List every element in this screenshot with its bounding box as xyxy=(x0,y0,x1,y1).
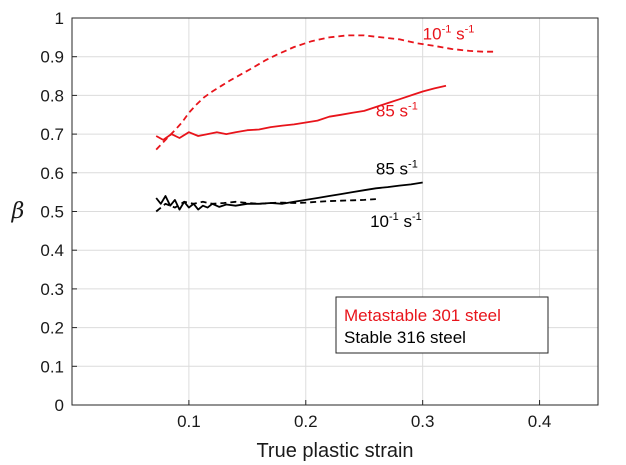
series-group xyxy=(155,34,496,213)
legend-entry-stable: Stable 316 steel xyxy=(344,328,466,347)
x-tick-label: 0.1 xyxy=(177,412,201,431)
y-tick-label: 0.6 xyxy=(40,164,64,183)
x-tick-labels: 0.1 0.2 0.3 0.4 xyxy=(177,412,551,431)
annotation-3: 10-1 s-1 xyxy=(370,211,422,231)
y-tick-label: 0.8 xyxy=(40,86,64,105)
y-tick-label: 0 xyxy=(55,396,64,415)
legend-box xyxy=(335,296,549,354)
x-tick-label: 0.3 xyxy=(411,412,435,431)
series-line-0 xyxy=(155,34,496,151)
y-axis-title: β xyxy=(11,199,25,224)
y-tick-label: 0.1 xyxy=(40,357,64,376)
series-line-1 xyxy=(155,84,447,141)
legend: Metastable 301 steel Stable 316 steel xyxy=(335,296,549,354)
x-tick-label: 0.2 xyxy=(294,412,318,431)
annotation-1: 85 s-1 xyxy=(376,101,418,121)
y-tick-label: 0.2 xyxy=(40,319,64,338)
y-tick-label: 0.7 xyxy=(40,125,64,144)
tick-marks xyxy=(72,17,541,406)
y-tick-label: 0.9 xyxy=(40,48,64,67)
annotation-2: 85 s-1 xyxy=(376,159,418,179)
x-tick-label: 0.4 xyxy=(528,412,552,431)
annotation-0: 10-1 s-1 xyxy=(423,23,475,43)
grid xyxy=(72,18,598,405)
series-line-2 xyxy=(155,181,423,211)
y-tick-label: 0.5 xyxy=(40,203,64,222)
annotations: 10-1 s-1 85 s-1 85 s-1 10-1 s-1 xyxy=(370,23,474,231)
y-tick-label: 0.3 xyxy=(40,280,64,299)
y-tick-label: 1 xyxy=(55,9,64,28)
legend-entry-metastable: Metastable 301 steel xyxy=(344,306,501,325)
y-tick-label: 0.4 xyxy=(40,241,64,260)
y-tick-labels: 0 0.1 0.2 0.3 0.4 0.5 0.6 0.7 0.8 0.9 1 xyxy=(40,9,64,415)
x-axis-title: True plastic strain xyxy=(256,440,413,462)
